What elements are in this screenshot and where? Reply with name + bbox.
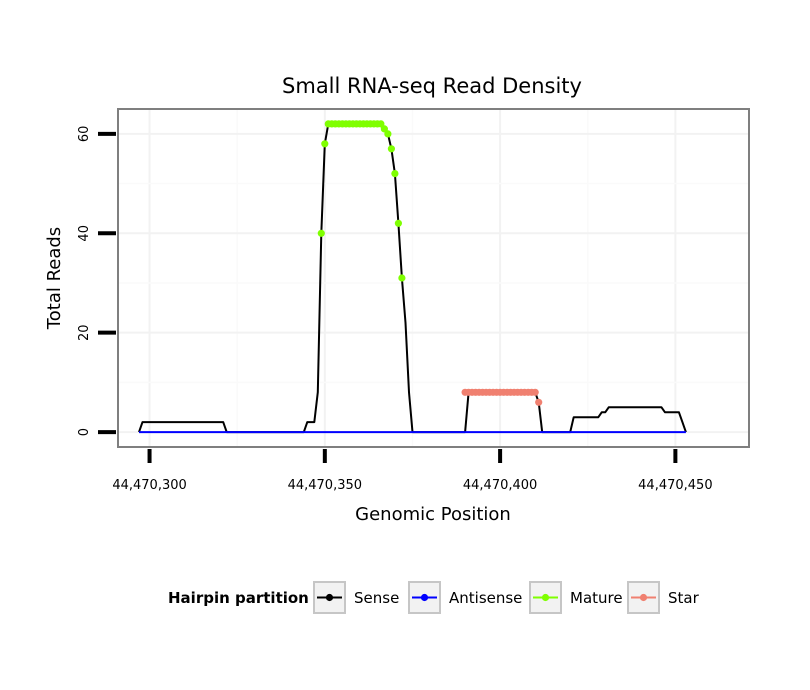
grid-lines — [118, 109, 749, 447]
x-tick-label: 44,470,400 — [463, 478, 537, 493]
mature-point — [377, 120, 385, 128]
legend-label: Mature — [570, 589, 623, 607]
plot-area — [138, 120, 687, 434]
chart-title: Small RNA-seq Read Density — [282, 74, 582, 98]
legend-key-point — [325, 593, 334, 602]
y-tick-label: 60 — [77, 126, 92, 143]
mature-point — [384, 130, 392, 138]
y-tick-label: 20 — [77, 324, 92, 341]
star-point — [535, 398, 543, 406]
mature-point — [391, 170, 399, 178]
legend-title: Hairpin partition — [168, 589, 309, 607]
y-axis-title: Total Reads — [44, 227, 65, 330]
y-tick-label: 40 — [77, 225, 92, 242]
plot-border — [117, 108, 750, 448]
x-axis: 44,470,300 44,470,350 44,470,400 44,470,450 — [112, 449, 713, 493]
legend-key-point — [541, 593, 550, 602]
legend-label: Antisense — [449, 589, 522, 607]
legend-item-mature: Mature — [529, 581, 623, 614]
mature-point — [321, 140, 329, 148]
legend-item-star: Star — [627, 581, 700, 614]
legend-key-point — [639, 593, 648, 602]
y-tick-label: 0 — [77, 428, 92, 436]
legend-key-point — [420, 593, 429, 602]
mature-point — [398, 274, 406, 282]
legend-item-sense: Sense — [313, 581, 399, 614]
legend-label: Sense — [354, 589, 399, 607]
legend-label: Star — [668, 589, 700, 607]
legend: Hairpin partition Sense Antisense Mature St… — [168, 581, 700, 614]
x-tick-label: 44,470,300 — [112, 478, 186, 493]
x-tick-label: 44,470,350 — [288, 478, 362, 493]
mature-point — [317, 229, 325, 237]
mature-point — [394, 219, 402, 227]
x-axis-title: Genomic Position — [355, 504, 511, 525]
legend-item-antisense: Antisense — [408, 581, 522, 614]
star-point — [531, 388, 539, 396]
y-axis: 0 20 40 60 — [77, 126, 116, 436]
mature-point — [380, 125, 388, 133]
mature-point — [387, 145, 395, 153]
x-tick-label: 44,470,450 — [638, 478, 712, 493]
